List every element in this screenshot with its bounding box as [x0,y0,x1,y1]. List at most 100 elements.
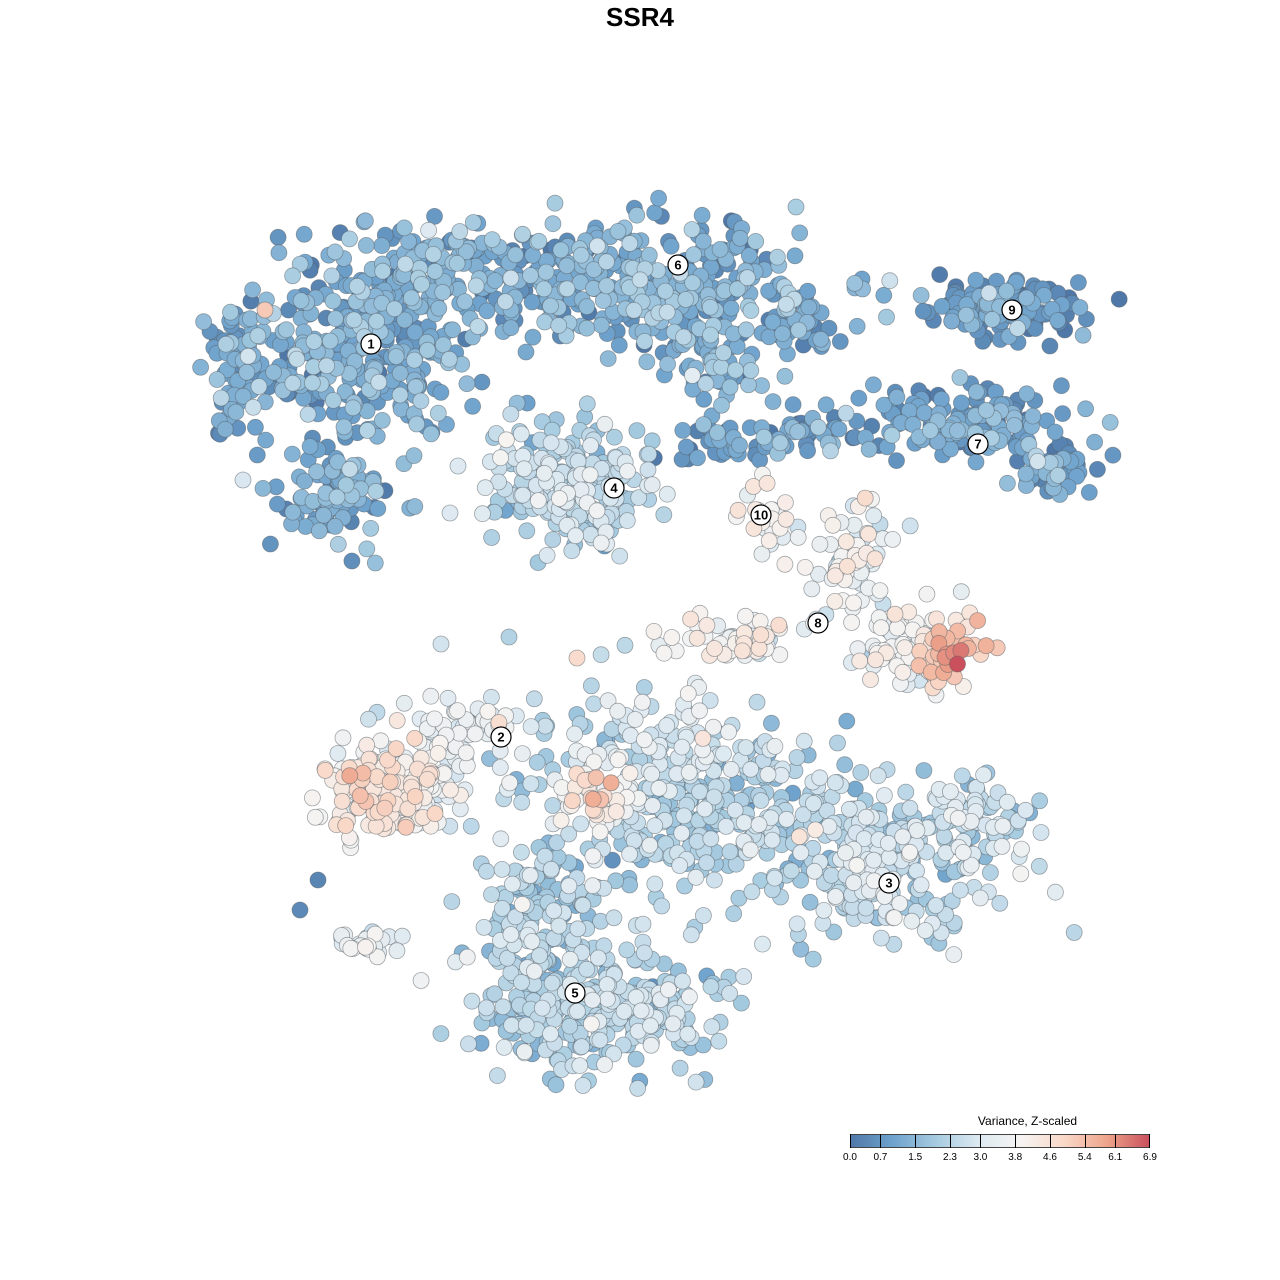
cell-point [405,447,423,465]
legend-tick-label: 4.6 [1043,1152,1057,1163]
cell-point [694,232,712,250]
cell-point [305,333,323,350]
cell-point [408,415,426,433]
cell-point [495,1039,513,1056]
cell-point [326,243,344,261]
cell-point [334,729,352,747]
cell-point [766,738,784,755]
cell-point [341,767,359,785]
cluster-label-text: 8 [814,616,821,631]
cell-point [388,712,406,729]
cell-point [358,422,376,439]
cluster-label-badge [667,254,689,276]
cell-point [616,636,634,654]
legend-tick-mark [850,1134,851,1148]
cell-point [722,761,740,778]
cell-point [607,872,625,890]
cell-point [333,792,351,810]
cell-point [567,527,584,545]
cell-point [677,438,695,456]
cell-point [1053,377,1070,395]
cell-point [316,762,334,779]
cell-point [980,284,998,302]
legend-tick-mark [1084,1134,1086,1148]
cell-point [760,532,778,550]
cell-point [239,347,257,365]
cell-point [764,313,782,331]
cell-point [479,703,497,720]
cell-point [636,731,653,749]
cell-point [1071,299,1089,316]
cell-point [725,905,743,923]
cell-point [653,897,671,915]
cell-point [395,219,413,237]
cell-point [261,535,279,553]
cell-point [195,313,213,331]
cell-point [777,510,795,528]
cell-point [627,1050,645,1068]
cell-point [685,246,703,264]
cell-point [216,420,234,438]
cell-point [328,488,346,506]
legend-tick-label: 5.4 [1077,1152,1092,1163]
cell-point [602,774,620,792]
cell-point [857,899,875,917]
cell-point [1017,465,1035,483]
cell-point [845,874,863,892]
cell-point [852,764,870,781]
cell-point [733,642,751,660]
cell-point [817,396,835,414]
cell-point [301,438,319,455]
cell-point [572,246,590,264]
cell-point [884,531,901,548]
cell-point [358,540,376,558]
cell-point [246,418,264,436]
cell-point [971,889,989,907]
cluster-label-6: 6 [667,254,689,276]
cell-point [788,915,806,933]
cell-point [592,316,610,334]
cell-point [583,1015,600,1033]
cell-point [396,255,414,273]
cell-point [908,862,925,880]
cell-point [645,623,663,640]
cluster-label-2: 2 [490,726,512,748]
cell-point [1017,801,1034,819]
cell-point [935,828,953,845]
cell-point [759,766,777,783]
cell-point [324,292,342,310]
cell-point [348,277,366,295]
cell-point [655,644,673,662]
cell-point [227,403,245,421]
cell-point [962,856,980,874]
cell-point [544,531,562,548]
cell-point [1018,385,1036,403]
legend-tick-label: 0.0 [843,1152,857,1163]
cell-point [875,286,893,304]
legend-tick-mark [1015,1134,1017,1148]
cell-point [741,841,759,859]
cell-point [544,215,562,233]
cell-point [776,555,794,573]
cell-point [695,907,712,924]
cell-point [628,422,646,440]
cell-point [516,1043,533,1061]
cell-point [546,194,564,212]
cell-point [796,559,814,576]
cell-point [609,222,627,240]
cell-point [687,1073,705,1091]
cell-point [969,612,986,629]
cell-point [634,693,651,711]
cell-point [837,844,854,862]
cell-point [1032,824,1050,841]
cell-point [856,489,874,507]
legend-tick-label: 0.7 [873,1152,888,1163]
cell-point [514,225,531,243]
cell-point [610,336,628,354]
cell-point [517,343,535,361]
cell-point [407,378,425,396]
cell-point [513,974,530,991]
cell-point [405,351,423,369]
cell-point [998,793,1016,811]
cell-point [885,909,903,927]
